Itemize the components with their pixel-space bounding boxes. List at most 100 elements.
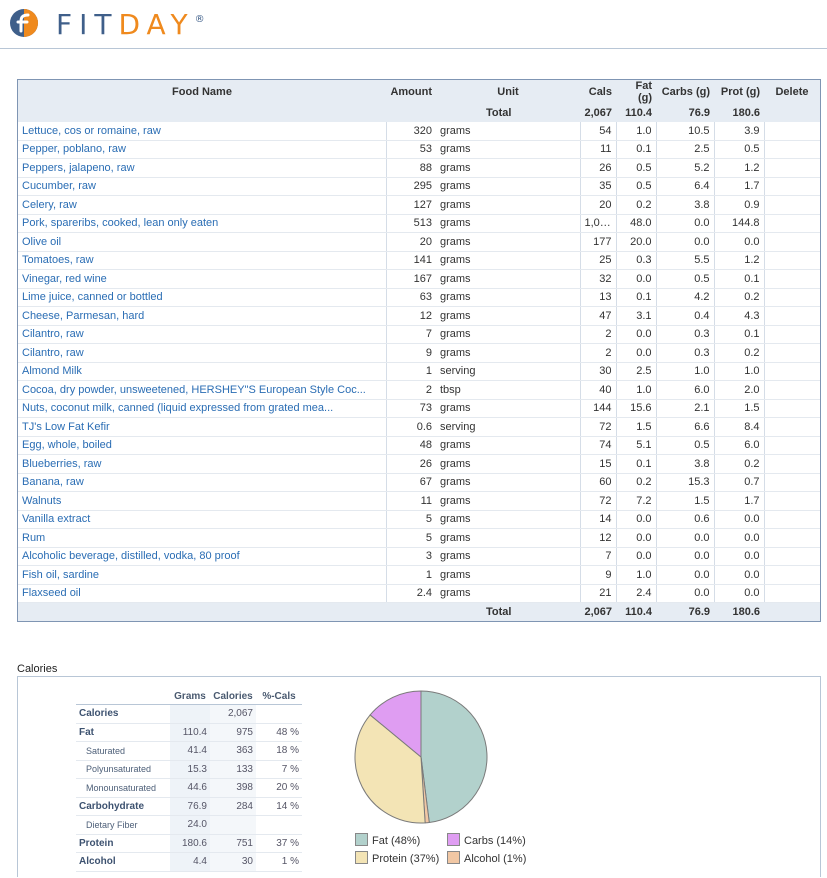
food-amount[interactable]: 12 xyxy=(386,306,436,326)
food-fat: 7.2 xyxy=(616,491,657,511)
food-amount[interactable]: 141 xyxy=(386,251,436,270)
delete-cell[interactable] xyxy=(764,454,820,474)
food-name-link[interactable]: Almond Milk xyxy=(22,365,82,378)
food-amount[interactable]: 20 xyxy=(386,232,436,252)
col-fat[interactable]: Fat (g) xyxy=(616,80,656,104)
food-prot: 0.7 xyxy=(714,473,765,492)
food-name-link[interactable]: Tomatoes, raw xyxy=(22,254,94,267)
food-name-link[interactable]: Walnuts xyxy=(22,494,62,507)
delete-cell[interactable] xyxy=(764,140,820,159)
food-name-link[interactable]: Blueberries, raw xyxy=(22,457,102,470)
food-name-link[interactable]: Vinegar, red wine xyxy=(22,272,107,285)
food-amount[interactable]: 73 xyxy=(386,399,436,418)
food-name-link[interactable]: Rum xyxy=(22,531,46,544)
delete-cell[interactable] xyxy=(764,473,820,492)
total-carbs: 76.9 xyxy=(656,104,714,122)
col-amount[interactable]: Amount xyxy=(386,80,436,104)
col-cals[interactable]: Cals xyxy=(580,80,616,104)
total-cals: 2,067 xyxy=(580,602,616,621)
food-amount[interactable]: 53 xyxy=(386,140,436,159)
food-name-link[interactable]: Celery, raw xyxy=(22,198,77,211)
delete-cell[interactable] xyxy=(764,399,820,418)
food-name-link[interactable]: Banana, raw xyxy=(22,476,84,489)
delete-cell[interactable] xyxy=(764,251,820,270)
delete-cell[interactable] xyxy=(764,417,820,437)
delete-cell[interactable] xyxy=(764,565,820,585)
food-amount[interactable]: 63 xyxy=(386,288,436,307)
delete-cell[interactable] xyxy=(764,491,820,511)
food-amount[interactable]: 2.4 xyxy=(386,584,436,603)
food-amount[interactable]: 320 xyxy=(386,122,436,141)
delete-cell[interactable] xyxy=(764,177,820,196)
food-name-link[interactable]: Lime juice, canned or bottled xyxy=(22,291,163,304)
food-amount[interactable]: 9 xyxy=(386,343,436,363)
food-amount[interactable]: 3 xyxy=(386,547,436,566)
food-amount[interactable]: 88 xyxy=(386,158,436,178)
food-amount[interactable]: 1 xyxy=(386,362,436,381)
food-name-link[interactable]: Lettuce, cos or romaine, raw xyxy=(22,124,161,137)
food-name-link[interactable]: Flaxseed oil xyxy=(22,587,81,600)
legend-swatch xyxy=(447,851,460,864)
nutrient-row: Dietary Fiber 24.0 xyxy=(76,815,302,835)
food-name-link[interactable]: Cheese, Parmesan, hard xyxy=(22,309,145,322)
food-amount[interactable]: 1 xyxy=(386,565,436,585)
fitday-logo-icon[interactable] xyxy=(9,8,39,38)
food-name-link[interactable]: Fish oil, sardine xyxy=(22,568,100,581)
food-prot: 2.0 xyxy=(714,380,765,400)
food-amount[interactable]: 67 xyxy=(386,473,436,492)
delete-cell[interactable] xyxy=(764,122,820,141)
delete-cell[interactable] xyxy=(764,547,820,566)
food-amount[interactable]: 167 xyxy=(386,269,436,289)
delete-cell[interactable] xyxy=(764,158,820,178)
food-amount[interactable]: 5 xyxy=(386,528,436,548)
col-prot[interactable]: Prot (g) xyxy=(714,80,764,104)
food-name-link[interactable]: Cilantro, raw xyxy=(22,346,84,359)
food-amount[interactable]: 11 xyxy=(386,491,436,511)
delete-cell[interactable] xyxy=(764,288,820,307)
delete-cell[interactable] xyxy=(764,269,820,289)
food-name-link[interactable]: Egg, whole, boiled xyxy=(22,439,112,452)
delete-cell[interactable] xyxy=(764,232,820,252)
col-carbs[interactable]: Carbs (g) xyxy=(656,80,714,104)
delete-cell[interactable] xyxy=(764,436,820,455)
food-name-link[interactable]: Cocoa, dry powder, unsweetened, HERSHEY"… xyxy=(22,383,366,396)
fitday-logo-text[interactable]: FITDAY® xyxy=(56,8,205,41)
food-amount[interactable]: 2 xyxy=(386,380,436,400)
nutrient-pct: 18 % xyxy=(256,741,302,761)
food-name-link[interactable]: Peppers, jalapeno, raw xyxy=(22,161,135,174)
delete-cell[interactable] xyxy=(764,380,820,400)
food-name-link[interactable]: Vanilla extract xyxy=(22,513,91,526)
col-unit[interactable]: Unit xyxy=(436,80,580,104)
delete-cell[interactable] xyxy=(764,195,820,215)
delete-cell[interactable] xyxy=(764,325,820,344)
delete-cell[interactable] xyxy=(764,343,820,363)
delete-cell[interactable] xyxy=(764,510,820,529)
food-name-link[interactable]: Nuts, coconut milk, canned (liquid expre… xyxy=(22,402,334,415)
food-name-link[interactable]: Pork, spareribs, cooked, lean only eaten xyxy=(22,217,219,230)
food-amount[interactable]: 5 xyxy=(386,510,436,529)
food-fat: 0.3 xyxy=(616,251,657,270)
legend-item: Alcohol (1%) xyxy=(447,851,526,865)
col-food-name[interactable]: Food Name xyxy=(18,80,386,104)
nutrient-label: Fat xyxy=(76,723,170,742)
food-name-link[interactable]: Alcoholic beverage, distilled, vodka, 80… xyxy=(22,550,240,563)
food-amount[interactable]: 7 xyxy=(386,325,436,344)
food-fat: 2.5 xyxy=(616,362,657,381)
food-amount[interactable]: 0.6 xyxy=(386,417,436,437)
food-amount[interactable]: 295 xyxy=(386,177,436,196)
food-carbs: 5.5 xyxy=(656,251,715,270)
food-amount[interactable]: 513 xyxy=(386,214,436,233)
food-name-link[interactable]: Cilantro, raw xyxy=(22,328,84,341)
delete-cell[interactable] xyxy=(764,306,820,326)
food-amount[interactable]: 48 xyxy=(386,436,436,455)
delete-cell[interactable] xyxy=(764,362,820,381)
food-name-link[interactable]: Olive oil xyxy=(22,235,62,248)
delete-cell[interactable] xyxy=(764,528,820,548)
delete-cell[interactable] xyxy=(764,214,820,233)
food-name-link[interactable]: Pepper, poblano, raw xyxy=(22,143,126,156)
delete-cell[interactable] xyxy=(764,584,820,603)
food-name-link[interactable]: TJ's Low Fat Kefir xyxy=(22,420,110,433)
food-name-link[interactable]: Cucumber, raw xyxy=(22,180,96,193)
food-amount[interactable]: 26 xyxy=(386,454,436,474)
food-amount[interactable]: 127 xyxy=(386,195,436,215)
